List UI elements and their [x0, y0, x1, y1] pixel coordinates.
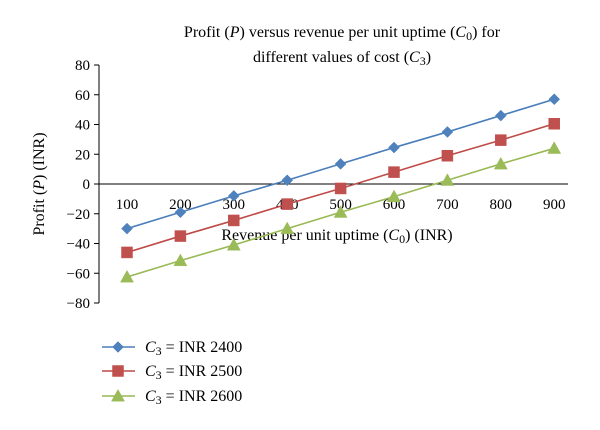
series-1-point [441, 126, 454, 138]
series-1-point [121, 222, 133, 235]
data-series [120, 93, 562, 283]
series-2-point [495, 134, 507, 146]
series-2-point [548, 118, 560, 130]
y-tick-label: 0 [83, 177, 91, 193]
series-1 [121, 93, 561, 235]
x-tick-label: 700 [436, 197, 459, 213]
y-axis-label-group: Profit (P) (INR) [31, 132, 48, 235]
x-tick-label: 300 [223, 197, 246, 213]
series-3-point [173, 253, 188, 267]
x-axis-label: Revenue per unit uptime (C0) (INR) [221, 227, 452, 246]
series-1-point [174, 206, 187, 219]
legend-label: C3 = INR 2600 [145, 388, 242, 407]
series-2-point [441, 149, 454, 162]
y-tick-label: −20 [67, 207, 90, 223]
chart-title-line-1: Profit (P) versus revenue per unit uptim… [184, 24, 501, 43]
y-tick-label: 80 [75, 58, 90, 74]
legend-label: C3 = INR 2400 [145, 339, 242, 358]
series-3-point [547, 141, 562, 154]
y-tick-label: −80 [67, 296, 90, 312]
series-3 [120, 141, 562, 283]
axes [94, 64, 568, 304]
series-1-point [388, 141, 400, 154]
x-tick-label: 900 [543, 197, 566, 213]
series-3-point [280, 221, 295, 235]
legend-item-3: C3 = INR 2600 [102, 388, 242, 407]
y-tick-label: −40 [67, 237, 90, 253]
x-tick-label: 200 [169, 197, 192, 213]
series-3-point [226, 237, 241, 251]
y-tick-label: 60 [75, 88, 90, 104]
series-1-point [227, 190, 240, 202]
series-2-point [388, 166, 400, 178]
series-2 [121, 118, 560, 259]
x-tick-label: 100 [116, 197, 139, 213]
y-tick-label: −60 [67, 266, 90, 282]
series-2-point [228, 214, 240, 227]
series-1-point [548, 93, 561, 106]
legend-swatch-marker [111, 388, 125, 402]
y-tick-label: 40 [75, 118, 90, 134]
legend-item-1: C3 = INR 2400 [102, 339, 242, 358]
series-1-point [281, 174, 294, 187]
series-1-point [494, 109, 507, 122]
y-tick-label: 20 [75, 147, 90, 163]
legend-swatch-marker [112, 341, 124, 353]
series-2-point [281, 198, 293, 210]
x-axis-label-group: Revenue per unit uptime (C0) (INR) [221, 227, 452, 246]
series-2-point [174, 230, 187, 242]
series-3-point [120, 269, 134, 283]
series-2-point [121, 246, 133, 259]
series-2-point [334, 182, 347, 195]
series-1-point [334, 158, 347, 170]
legend-swatch-marker [112, 365, 124, 377]
chart-title-line-2: different values of cost (C3) [253, 49, 431, 68]
series-3-point [493, 156, 508, 170]
x-tick-label: 800 [490, 197, 513, 213]
chart-title: Profit (P) versus revenue per unit uptim… [184, 24, 501, 68]
y-tick-labels: 80 60 40 20 0 −20 −40 −60 −80 [67, 58, 90, 312]
legend: C3 = INR 2400 C3 = INR 2500 C3 = INR 2600 [102, 339, 242, 407]
series-3-point [333, 205, 348, 218]
legend-item-2: C3 = INR 2500 [102, 363, 242, 382]
x-tick-label: 500 [329, 197, 352, 213]
y-axis-label: Profit (P) (INR) [31, 132, 48, 235]
series-3-point [440, 173, 455, 186]
series-3-point [387, 189, 401, 203]
legend-label: C3 = INR 2500 [145, 363, 242, 382]
